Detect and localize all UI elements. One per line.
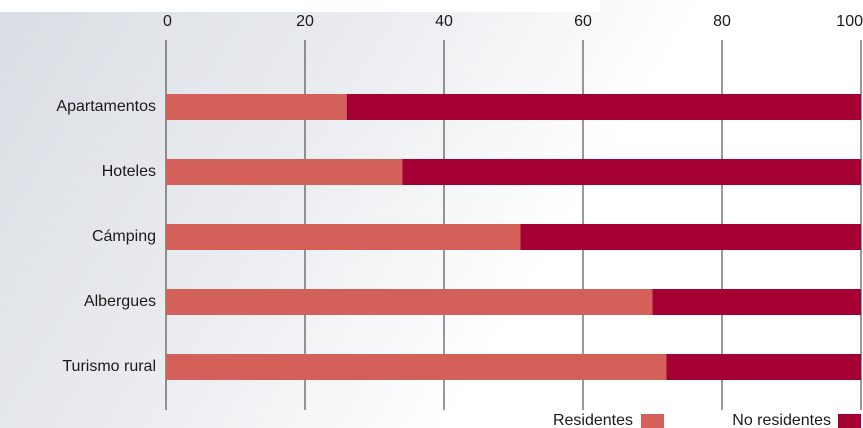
x-tick-label: 60 bbox=[574, 13, 592, 30]
bar-segment bbox=[166, 354, 667, 380]
bar-segment bbox=[166, 94, 347, 120]
y-tick-label: Apartamentos bbox=[56, 98, 156, 115]
y-tick-label: Turismo rural bbox=[62, 358, 156, 375]
legend-swatch bbox=[838, 414, 861, 428]
background-top bbox=[0, 0, 600, 12]
bar-segment bbox=[346, 94, 861, 120]
y-tick-label: Hoteles bbox=[102, 163, 156, 180]
x-tick-label: 80 bbox=[713, 13, 731, 30]
bar-segment bbox=[166, 159, 403, 185]
legend-label: Residentes bbox=[553, 412, 633, 428]
x-tick-label: 100 bbox=[836, 13, 863, 30]
x-tick-label: 20 bbox=[296, 13, 314, 30]
bar-segment bbox=[520, 224, 861, 250]
y-tick-label: Cámping bbox=[92, 228, 156, 245]
legend-label: No residentes bbox=[732, 412, 831, 428]
x-tick-label: 40 bbox=[435, 13, 453, 30]
legend-swatch bbox=[641, 414, 664, 428]
y-tick-label: Albergues bbox=[84, 293, 156, 310]
bar-segment bbox=[402, 159, 861, 185]
x-tick-label: 0 bbox=[163, 13, 172, 30]
bar-segment bbox=[666, 354, 861, 380]
bar-segment bbox=[652, 289, 861, 315]
bar-segment bbox=[166, 224, 521, 250]
bar-segment bbox=[166, 289, 653, 315]
